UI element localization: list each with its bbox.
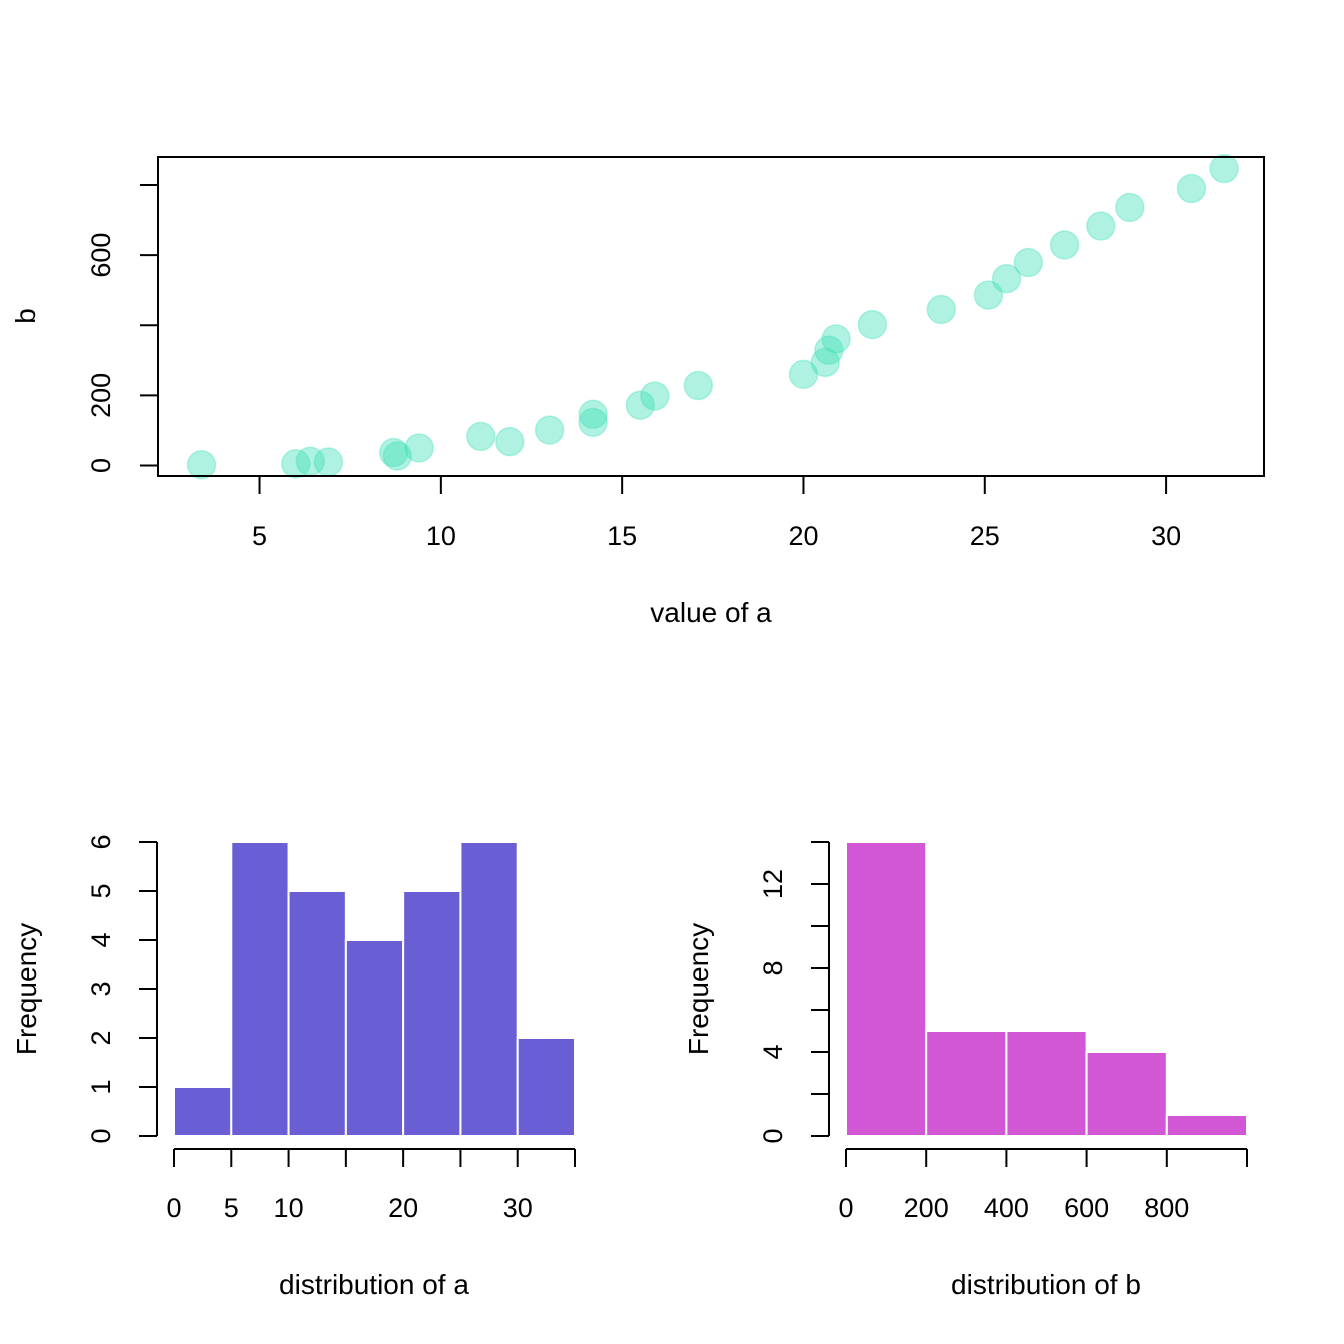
scatter-point (382, 441, 413, 471)
scatter-point (926, 294, 957, 325)
scatter-y-tick-label: 0 (86, 458, 116, 473)
scatter-x-axis-title: value of a (650, 597, 772, 628)
histogram-a-x-tick-label: 0 (166, 1193, 181, 1223)
scatter-y-tick-label: 200 (86, 373, 116, 418)
histogram-a-y-tick-label: 2 (86, 1030, 116, 1045)
histogram-a-bar (344, 939, 405, 1137)
histogram-a-axes: 0 5 10 20 30 0 1 2 3 4 5 6 (86, 834, 576, 1223)
histogram-b-bar (1005, 1030, 1088, 1137)
histogram-a-x-tick-label: 20 (388, 1193, 418, 1223)
scatter-point (465, 421, 496, 452)
histogram-a-bars (173, 841, 577, 1137)
scatter-points (186, 153, 1239, 480)
scatter-point (857, 309, 888, 340)
histogram-b-y-tick-label: 8 (758, 960, 788, 975)
histogram-b-y-axis-title: Frequency (683, 923, 714, 1055)
scatter-point (494, 426, 525, 457)
scatter-point (814, 335, 844, 365)
histogram-a-y-tick-label: 6 (86, 834, 116, 849)
histogram-a-bar (516, 1037, 577, 1137)
histogram-a-bar (459, 841, 519, 1137)
scatter-y-axis-title: b (10, 308, 41, 324)
histogram-a-bar (173, 1086, 233, 1137)
scatter-point (378, 437, 409, 468)
scatter-axes: 5 10 15 20 25 30 0 200 600 (86, 184, 1181, 551)
histogram-a-bar (402, 890, 462, 1137)
scatter-point (821, 324, 851, 354)
scatter-x-tick-label: 15 (607, 521, 637, 551)
histogram-a-y-tick-label: 1 (86, 1079, 116, 1094)
scatter-x-tick-label: 30 (1151, 521, 1181, 551)
scatter-point (578, 407, 608, 438)
histogram-b-x-tick-label: 200 (904, 1193, 949, 1223)
histogram-a-y-tick-label: 0 (86, 1128, 116, 1143)
histogram-a-x-axis-title: distribution of a (279, 1269, 469, 1300)
scatter-point (186, 450, 217, 480)
scatter-plot-frame (157, 156, 1265, 477)
scatter-panel: 5 10 15 20 25 30 0 200 600 value of a b (10, 153, 1265, 628)
histogram-a-y-tick-label: 5 (86, 883, 116, 898)
scatter-x-tick-label: 25 (970, 521, 1000, 551)
scatter-point (991, 263, 1022, 294)
scatter-point (404, 433, 434, 463)
scatter-y-tick-label: 600 (86, 233, 116, 278)
histogram-b-y-tick-label: 12 (758, 869, 788, 899)
histogram-b-bar (1085, 1051, 1168, 1137)
scatter-point (810, 347, 840, 378)
scatter-point (683, 370, 714, 401)
histogram-a-bar (230, 841, 290, 1137)
scatter-point (973, 280, 1004, 310)
histogram-a-x-tick-label: 30 (503, 1193, 533, 1223)
histogram-b-bar (845, 841, 928, 1137)
scatter-point (788, 359, 819, 390)
scatter-point (640, 381, 670, 411)
scatter-point (313, 447, 344, 477)
scatter-point (1086, 211, 1116, 241)
scatter-point (578, 399, 608, 430)
histogram-a-y-tick-label: 4 (86, 932, 116, 947)
histogram-b-y-tick-label: 4 (758, 1044, 788, 1059)
histogram-b-axes: 0 200 400 600 800 0 4 8 12 (758, 841, 1248, 1223)
scatter-x-tick-label: 5 (252, 521, 267, 551)
histogram-b-bar (925, 1030, 1008, 1137)
scatter-point (1209, 153, 1239, 184)
scatter-point (1115, 192, 1145, 223)
scatter-point (1049, 230, 1080, 260)
scatter-x-tick-label: 10 (426, 521, 456, 551)
histogram-b-panel: 0 200 400 600 800 0 4 8 12 distribution of b Fre… (683, 841, 1249, 1300)
histogram-b-x-axis-title: distribution of b (951, 1269, 1141, 1300)
histogram-a-x-tick-label: 5 (224, 1193, 239, 1223)
histogram-b-x-tick-label: 400 (984, 1193, 1029, 1223)
histogram-a-y-tick-label: 3 (86, 981, 116, 996)
scatter-point (1176, 173, 1207, 204)
histogram-b-x-tick-label: 800 (1144, 1193, 1189, 1223)
histogram-a-x-tick-label: 10 (274, 1193, 304, 1223)
histogram-b-x-tick-label: 600 (1064, 1193, 1109, 1223)
histogram-b-bars (845, 841, 1249, 1137)
histogram-b-y-tick-label: 0 (758, 1128, 788, 1143)
histogram-a-y-axis-title: Frequency (11, 923, 42, 1055)
histogram-a-bar (287, 890, 347, 1137)
scatter-x-tick-label: 20 (788, 521, 818, 551)
scatter-point (534, 415, 565, 445)
scatter-point (281, 448, 311, 479)
histogram-b-x-tick-label: 0 (838, 1193, 853, 1223)
histogram-a-panel: 0 5 10 20 30 0 1 2 3 4 5 6 distribution of a Freque… (11, 834, 577, 1300)
scatter-point (625, 390, 656, 420)
scatter-point (1013, 247, 1044, 278)
histogram-b-bar (1165, 1114, 1249, 1137)
